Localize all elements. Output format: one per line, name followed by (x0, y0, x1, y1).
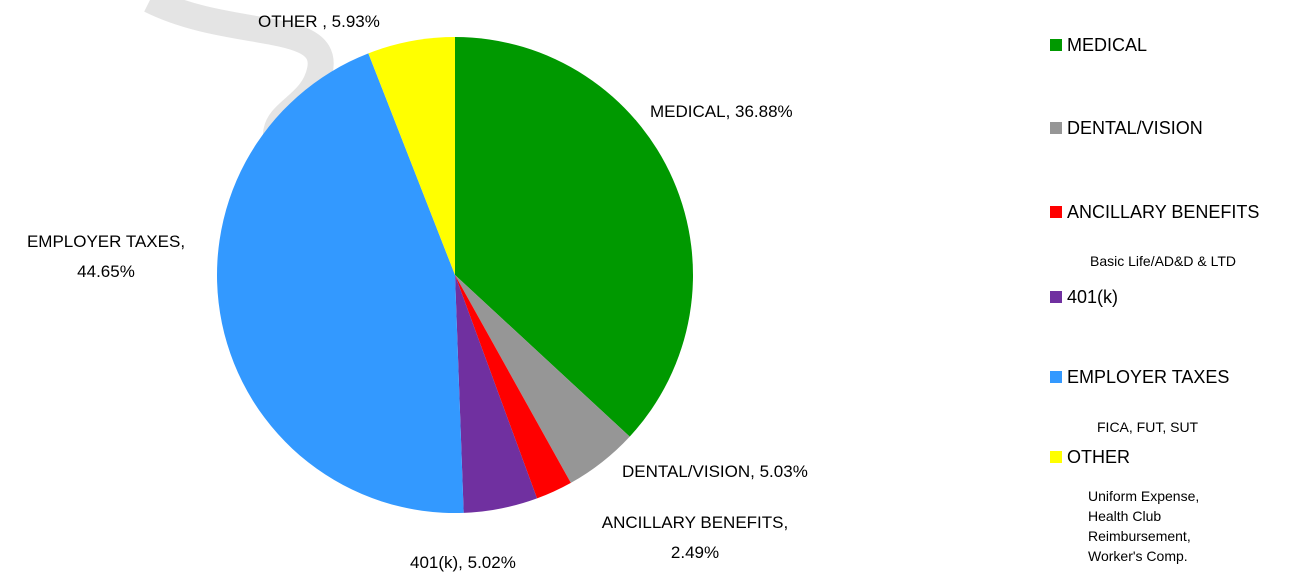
legend-swatch (1050, 206, 1062, 218)
legend-label: 401(k) (1067, 287, 1118, 307)
data-label: OTHER , 5.93% (258, 7, 380, 37)
legend-note: Uniform Expense, Health Club Reimburseme… (1088, 486, 1208, 566)
data-label: EMPLOYER TAXES, 44.65% (0, 227, 212, 287)
legend-label: EMPLOYER TAXES (1067, 367, 1229, 387)
legend-swatch (1050, 39, 1062, 51)
legend-swatch (1050, 451, 1062, 463)
legend-label: DENTAL/VISION (1067, 118, 1203, 138)
data-label: 401(k), 5.02% (410, 548, 516, 578)
legend-label: ANCILLARY BENEFITS (1067, 202, 1259, 222)
data-label: MEDICAL, 36.88% (650, 97, 793, 127)
legend-label: MEDICAL (1067, 35, 1147, 55)
chart: MEDICAL, 36.88% DENTAL/VISION, 5.03% ANCIL… (0, 0, 1307, 582)
data-label: DENTAL/VISION, 5.03% (622, 457, 808, 487)
legend-note: Basic Life/AD&D & LTD (1090, 251, 1236, 271)
legend-note: FICA, FUT, SUT (1097, 417, 1198, 437)
legend-swatch (1050, 371, 1062, 383)
data-label: ANCILLARY BENEFITS, 2.49% (595, 508, 795, 568)
legend-swatch (1050, 122, 1062, 134)
legend-swatch (1050, 291, 1062, 303)
legend-label: OTHER (1067, 447, 1130, 467)
